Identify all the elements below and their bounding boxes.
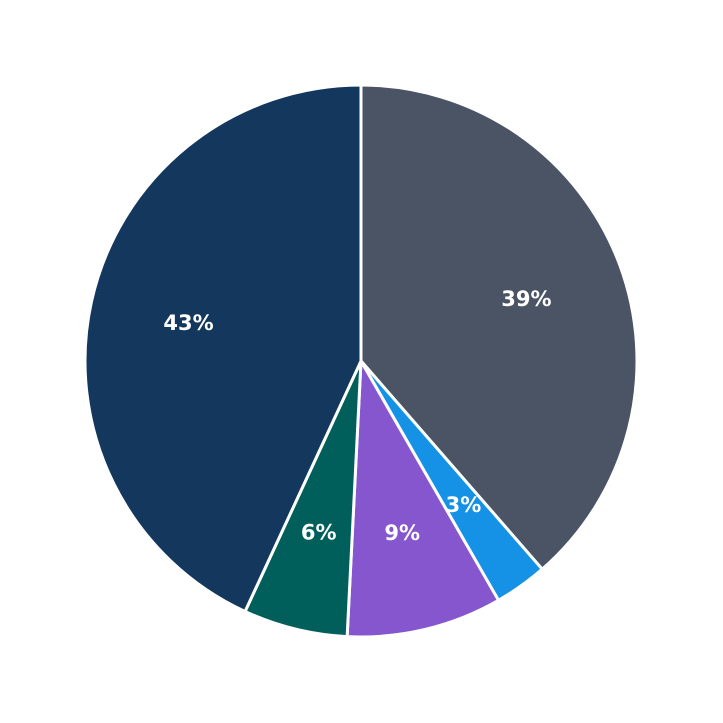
slice-label-1: 3%: [446, 493, 482, 517]
pie-slice-2: [345, 359, 500, 639]
slice-label-2: 9%: [384, 521, 420, 545]
pie-labels: 39% 3% 9% 6% 43%: [163, 287, 551, 545]
slice-label-0: 39%: [501, 287, 551, 311]
pie-slice-0: [359, 83, 639, 571]
pie-slices: [83, 83, 639, 639]
pie-slice-4: [83, 83, 363, 613]
slice-label-3: 6%: [301, 520, 337, 544]
slice-label-4: 43%: [163, 311, 213, 335]
